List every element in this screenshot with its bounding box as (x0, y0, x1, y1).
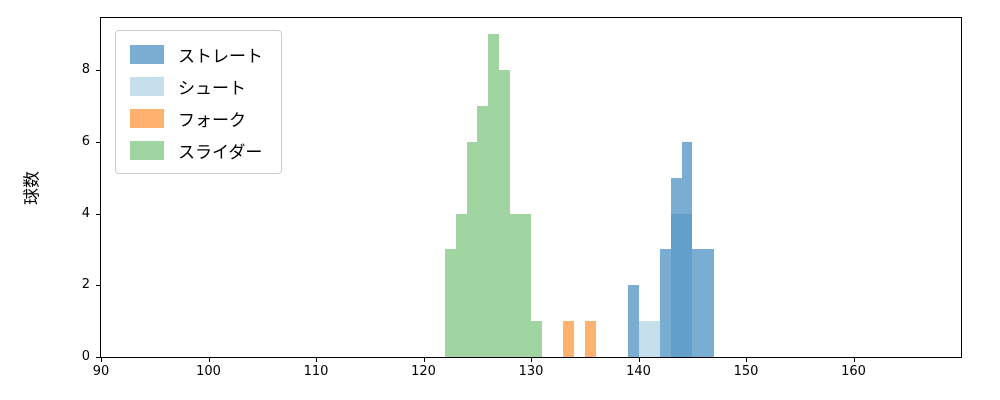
x-tick-label: 160 (841, 364, 866, 379)
hist-bar-straight (692, 249, 703, 357)
x-tick-label: 150 (733, 364, 759, 379)
hist-bar-slider (477, 105, 488, 357)
plot-area: ストレート シュート フォーク スライダー (100, 17, 962, 358)
hist-bar-slider (455, 213, 467, 357)
y-tick-mark (96, 285, 100, 287)
y-tick-mark (96, 213, 100, 215)
y-axis-label: 球数 (22, 171, 43, 205)
x-tick-mark (316, 358, 318, 362)
hist-bar-slider (445, 249, 456, 357)
hist-bar-slider (531, 321, 542, 357)
x-tick-mark (423, 358, 425, 362)
y-tick-label: 4 (81, 205, 90, 221)
hist-bar-slider (488, 34, 499, 357)
hist-bar-straight (670, 177, 682, 357)
y-tick-mark (96, 70, 100, 72)
x-tick-label: 110 (303, 364, 329, 379)
x-tick-label: 100 (196, 364, 221, 379)
legend-item-slider: スライダー (130, 139, 263, 163)
hist-bar-straight (703, 249, 714, 357)
hist-bar-shoot (638, 321, 650, 357)
x-tick-mark (531, 358, 533, 362)
legend-label-fork: フォーク (178, 110, 246, 131)
x-tick-mark (853, 358, 855, 362)
x-tick-label: 120 (411, 364, 436, 379)
x-tick-mark (638, 358, 640, 362)
legend-item-straight: ストレート (130, 43, 263, 67)
legend: ストレート シュート フォーク スライダー (115, 30, 282, 174)
y-tick-label: 6 (81, 133, 90, 149)
legend-swatch-fork (130, 108, 164, 128)
legend-swatch-shoot (130, 76, 164, 96)
y-tick-mark (96, 357, 100, 359)
legend-swatch-straight (130, 44, 164, 64)
legend-label-shoot: シュート (178, 78, 246, 99)
y-tick-label: 2 (81, 277, 90, 293)
x-tick-label: 140 (626, 364, 651, 379)
legend-item-shoot: シュート (130, 75, 263, 99)
x-tick-mark (746, 358, 748, 362)
x-tick-label: 90 (92, 364, 110, 379)
hist-bar-fork (584, 321, 596, 357)
hist-bar-slider (520, 213, 531, 357)
legend-label-straight: ストレート (178, 46, 263, 67)
hist-bar-slider (509, 213, 521, 357)
hist-bar-straight (681, 141, 693, 357)
bars-layer (101, 18, 961, 357)
legend-item-fork: フォーク (130, 107, 263, 131)
x-tick-label: 130 (518, 364, 544, 379)
y-tick-label: 0 (81, 349, 90, 364)
legend-label-slider: スライダー (178, 142, 263, 163)
hist-bar-shoot (649, 321, 660, 357)
hist-bar-straight (627, 285, 639, 357)
hist-bar-fork (563, 321, 574, 357)
x-tick-mark (208, 358, 210, 362)
hist-bar-slider (498, 70, 510, 357)
y-tick-mark (96, 141, 100, 143)
hist-bar-slider (466, 141, 478, 357)
y-tick-label: 8 (81, 62, 90, 78)
legend-swatch-slider (130, 140, 164, 160)
hist-bar-straight (660, 249, 671, 357)
x-tick-mark (101, 358, 103, 362)
